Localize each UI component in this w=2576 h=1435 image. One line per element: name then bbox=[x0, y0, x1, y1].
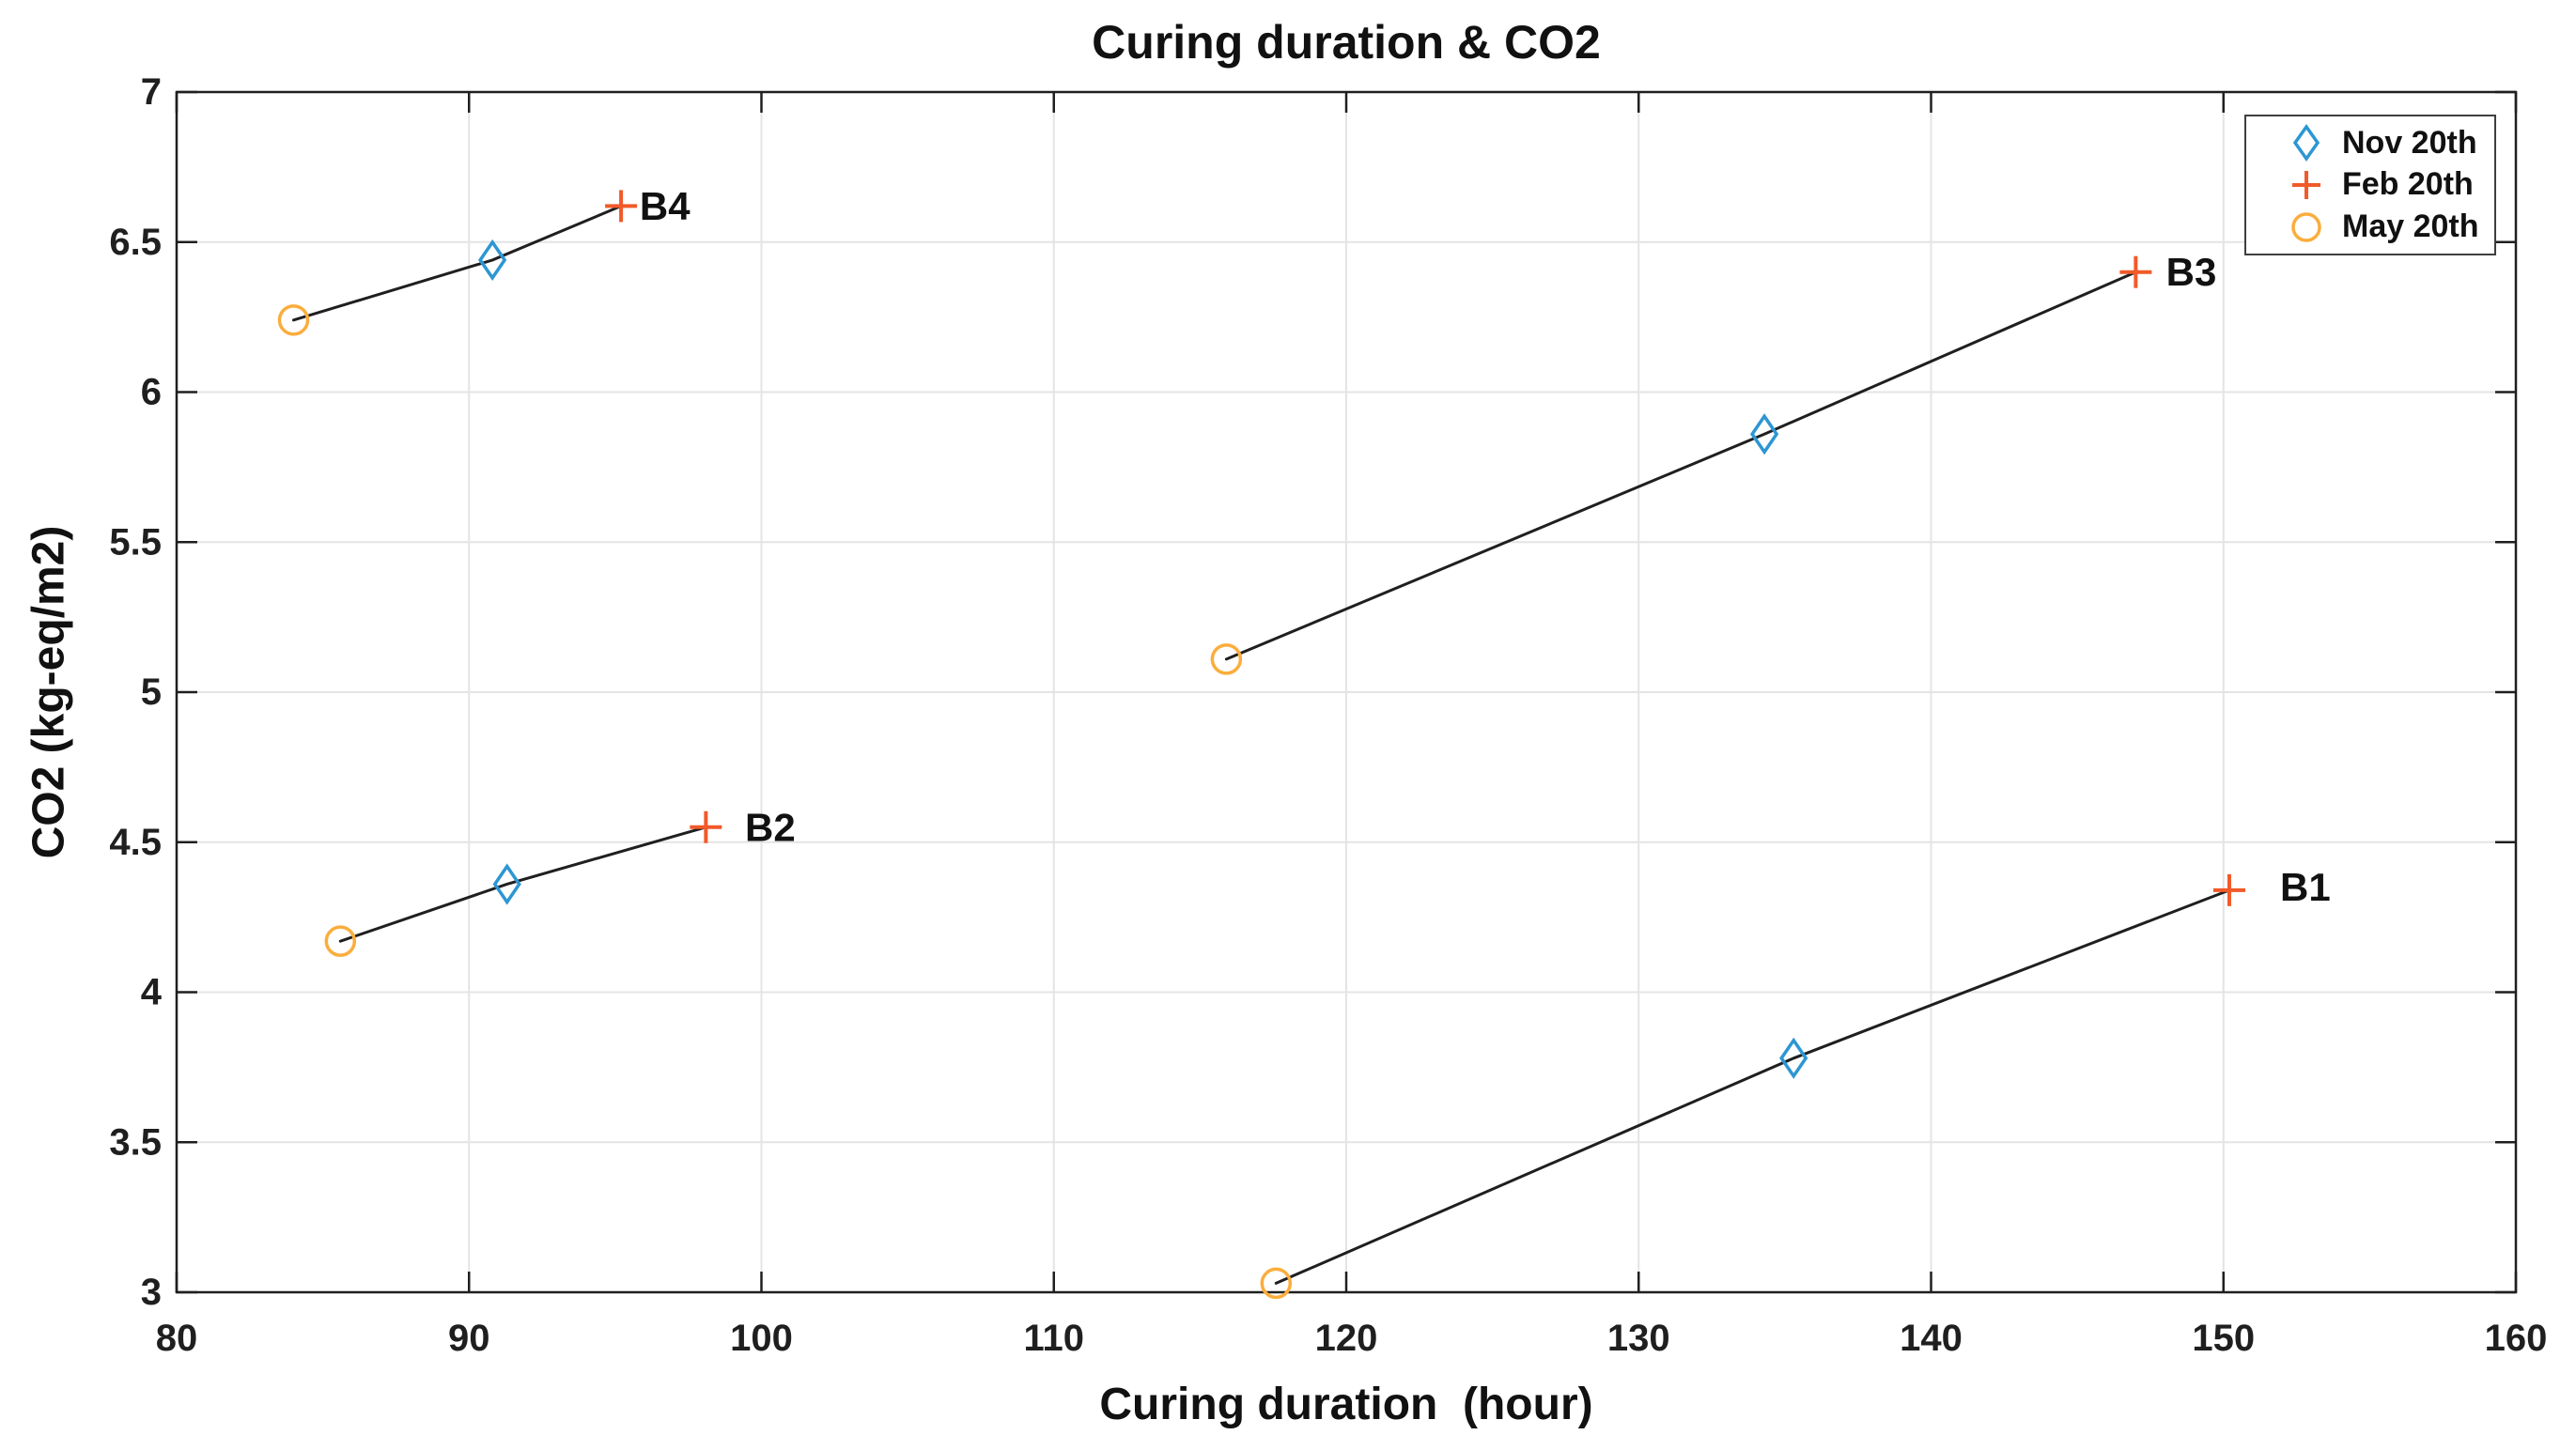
legend-label-may-20th: May 20th bbox=[2342, 208, 2479, 245]
svg-text:5: 5 bbox=[141, 671, 162, 713]
svg-text:B4: B4 bbox=[640, 184, 691, 228]
diamond-icon bbox=[2292, 124, 2320, 162]
svg-text:100: 100 bbox=[730, 1318, 793, 1359]
legend: Nov 20th Feb 20th May 20th bbox=[2244, 115, 2496, 255]
svg-text:130: 130 bbox=[1607, 1318, 1670, 1359]
svg-text:4.5: 4.5 bbox=[109, 822, 162, 863]
svg-text:6: 6 bbox=[141, 372, 162, 413]
circle-icon bbox=[2291, 211, 2321, 242]
svg-text:3.5: 3.5 bbox=[109, 1121, 162, 1163]
svg-text:7: 7 bbox=[141, 71, 162, 113]
x-axis-label: Curing duration (hour) bbox=[1099, 1380, 1593, 1429]
svg-text:160: 160 bbox=[2485, 1318, 2548, 1359]
legend-label-nov-20th: Nov 20th bbox=[2342, 124, 2477, 161]
chart-title: Curing duration & CO2 bbox=[1092, 16, 1601, 69]
svg-text:5.5: 5.5 bbox=[109, 521, 162, 563]
svg-text:B1: B1 bbox=[2280, 865, 2331, 909]
legend-item-feb-20th: Feb 20th bbox=[2286, 164, 2494, 206]
svg-text:3: 3 bbox=[141, 1272, 162, 1313]
legend-item-may-20th: May 20th bbox=[2286, 207, 2494, 248]
plus-icon bbox=[2292, 170, 2320, 199]
svg-text:B2: B2 bbox=[745, 805, 796, 849]
svg-text:80: 80 bbox=[156, 1318, 198, 1359]
svg-text:140: 140 bbox=[1900, 1318, 1963, 1359]
svg-text:110: 110 bbox=[1023, 1318, 1084, 1359]
svg-text:6.5: 6.5 bbox=[109, 222, 162, 263]
svg-text:90: 90 bbox=[448, 1318, 490, 1359]
svg-text:120: 120 bbox=[1315, 1318, 1378, 1359]
legend-label-feb-20th: Feb 20th bbox=[2342, 166, 2474, 203]
svg-text:B3: B3 bbox=[2166, 250, 2217, 294]
svg-text:4: 4 bbox=[141, 972, 163, 1013]
svg-text:150: 150 bbox=[2192, 1318, 2255, 1359]
legend-item-nov-20th: Nov 20th bbox=[2286, 122, 2494, 163]
